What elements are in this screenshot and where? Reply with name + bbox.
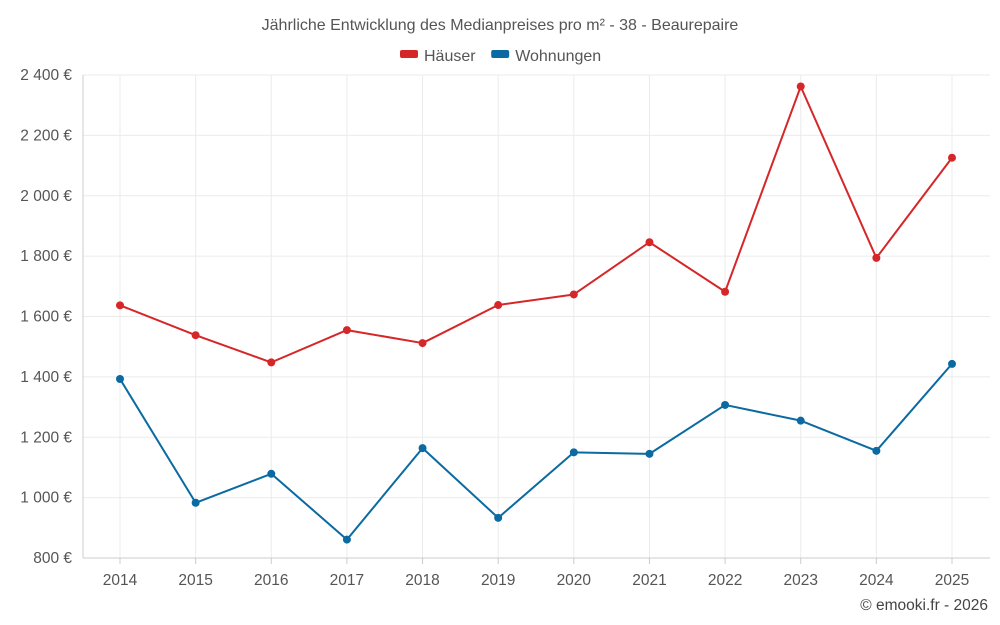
data-point <box>116 374 124 383</box>
grid <box>83 74 990 558</box>
data-point <box>872 253 881 262</box>
data-point <box>342 326 351 335</box>
series-group <box>116 82 956 544</box>
data-point <box>721 400 730 409</box>
y-tick-label: 2 400 € <box>20 67 72 84</box>
data-point <box>267 358 276 367</box>
x-tick-label: 2020 <box>557 572 592 589</box>
x-tick-label: 2019 <box>481 572 515 589</box>
x-tick-label: 2014 <box>103 572 138 589</box>
y-tick-label: 1 200 € <box>20 429 72 446</box>
axes: 800 € 1 000 € 1 200 € 1 400 € 1 600 € 1 800 €… <box>20 67 990 589</box>
data-point <box>418 339 427 348</box>
x-tick-label: 2018 <box>405 572 439 589</box>
data-point <box>191 498 200 507</box>
legend: Häuser Wohnungen <box>400 48 601 65</box>
series-line <box>119 85 953 364</box>
data-point <box>116 301 124 310</box>
data-point <box>342 535 351 544</box>
data-point <box>796 416 805 425</box>
data-point <box>721 287 730 296</box>
data-point <box>872 446 881 455</box>
chart-title: Jährliche Entwicklung des Medianpreises … <box>262 17 739 34</box>
legend-swatch <box>491 50 510 58</box>
data-point <box>569 448 578 457</box>
x-tick-label: 2023 <box>783 572 817 589</box>
y-tick-label: 1 800 € <box>20 248 72 265</box>
data-point <box>948 153 956 162</box>
data-point <box>645 238 654 247</box>
data-point <box>267 469 276 478</box>
series-line <box>119 363 953 541</box>
data-point <box>796 82 805 91</box>
legend-label: Wohnungen <box>515 48 601 65</box>
data-point <box>569 290 578 299</box>
y-tick-label: 2 200 € <box>20 127 72 144</box>
data-point <box>494 301 503 310</box>
legend-label: Häuser <box>424 48 476 65</box>
legend-swatch <box>400 50 418 58</box>
copyright-credit: © emooki.fr - 2026 <box>860 597 988 614</box>
x-tick-label: 2025 <box>935 572 969 589</box>
x-tick-label: 2017 <box>330 572 364 589</box>
x-tick-label: 2022 <box>708 572 742 589</box>
x-tick-label: 2015 <box>178 572 212 589</box>
x-tick-label: 2021 <box>632 572 666 589</box>
y-tick-label: 800 € <box>33 550 72 567</box>
y-tick-label: 1 600 € <box>20 309 72 326</box>
x-tick-label: 2016 <box>254 572 288 589</box>
data-point <box>948 359 956 368</box>
y-tick-label: 2 000 € <box>20 188 72 205</box>
data-point <box>494 513 503 522</box>
y-tick-label: 1 000 € <box>20 490 72 507</box>
y-tick-label: 1 400 € <box>20 369 72 386</box>
x-tick-label: 2024 <box>859 572 894 589</box>
data-point <box>191 331 200 340</box>
data-point <box>645 449 654 458</box>
data-point <box>418 444 427 453</box>
